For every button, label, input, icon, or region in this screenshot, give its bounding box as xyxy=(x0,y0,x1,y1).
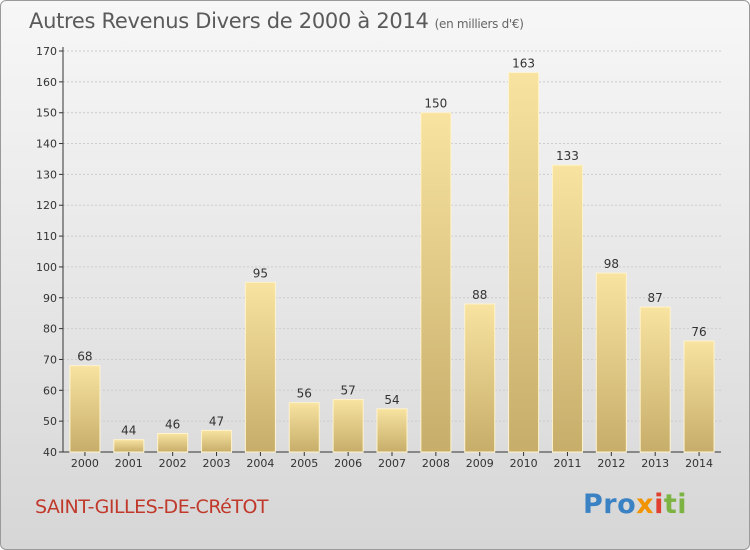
y-tick-label: 140 xyxy=(36,138,57,151)
bar xyxy=(157,432,189,453)
data-label: 95 xyxy=(253,266,268,280)
x-tick-label: 2008 xyxy=(422,457,450,470)
y-tick-label: 80 xyxy=(43,323,57,336)
x-tick-label: 2006 xyxy=(334,457,362,470)
x-tick-label: 2010 xyxy=(510,457,538,470)
y-tick-label: 90 xyxy=(43,292,57,305)
bar xyxy=(376,408,408,453)
data-label: 87 xyxy=(648,291,663,305)
data-label: 46 xyxy=(165,417,180,431)
bar xyxy=(288,402,320,453)
x-tick-label: 2007 xyxy=(378,457,406,470)
x-tick-label: 2004 xyxy=(246,457,274,470)
bar xyxy=(639,306,671,453)
y-tick-label: 70 xyxy=(43,353,57,366)
proxiti-logo: Proxiti xyxy=(583,489,687,520)
logo-part-4: ti xyxy=(663,489,688,520)
x-tick-label: 2003 xyxy=(203,457,231,470)
logo-part-1: Pro xyxy=(583,489,637,520)
x-tick-label: 2001 xyxy=(115,457,143,470)
y-tick-label: 150 xyxy=(36,107,57,120)
x-tick-label: 2005 xyxy=(290,457,318,470)
title-text: Autres Revenus Divers de 2000 à 2014 xyxy=(29,9,429,33)
bar xyxy=(551,164,583,453)
data-label: 88 xyxy=(472,288,487,302)
title-unit: (en milliers d'€) xyxy=(434,17,524,31)
data-label: 98 xyxy=(604,257,619,271)
commune-name: SAINT-GILLES-DE-CRéTOT xyxy=(35,496,269,518)
bar xyxy=(69,365,101,453)
bar xyxy=(595,272,627,453)
data-label: 133 xyxy=(556,149,579,163)
logo-part-3: i xyxy=(654,489,664,520)
x-tick-label: 2011 xyxy=(553,457,581,470)
data-label: 68 xyxy=(77,350,92,364)
bar xyxy=(420,112,452,453)
data-label: 57 xyxy=(340,384,355,398)
bar xyxy=(683,340,715,453)
chart-title: Autres Revenus Divers de 2000 à 2014 (en … xyxy=(29,9,524,33)
data-label: 56 xyxy=(297,387,312,401)
x-tick-label: 2013 xyxy=(641,457,669,470)
logo-part-2: x xyxy=(636,489,655,520)
y-tick-label: 100 xyxy=(36,261,57,274)
y-tick-label: 170 xyxy=(36,45,57,58)
bar xyxy=(113,439,145,453)
y-tick-label: 130 xyxy=(36,168,57,181)
x-tick-label: 2009 xyxy=(466,457,494,470)
bar xyxy=(464,303,496,453)
y-tick-label: 160 xyxy=(36,76,57,89)
x-tick-label: 2002 xyxy=(159,457,187,470)
x-tick-label: 2012 xyxy=(597,457,625,470)
bar xyxy=(508,72,540,453)
bar xyxy=(201,429,233,453)
x-tick-label: 2014 xyxy=(685,457,713,470)
data-label: 150 xyxy=(424,97,447,111)
bar xyxy=(244,281,276,453)
y-tick-label: 60 xyxy=(43,384,57,397)
data-label: 54 xyxy=(384,393,399,407)
data-label: 163 xyxy=(512,57,535,71)
y-tick-label: 110 xyxy=(36,230,57,243)
y-tick-label: 40 xyxy=(43,446,57,459)
data-label: 47 xyxy=(209,414,224,428)
data-label: 44 xyxy=(121,424,136,438)
data-label: 76 xyxy=(691,325,706,339)
y-tick-label: 50 xyxy=(43,415,57,428)
bar xyxy=(332,399,364,453)
y-tick-label: 120 xyxy=(36,199,57,212)
x-tick-label: 2000 xyxy=(71,457,99,470)
